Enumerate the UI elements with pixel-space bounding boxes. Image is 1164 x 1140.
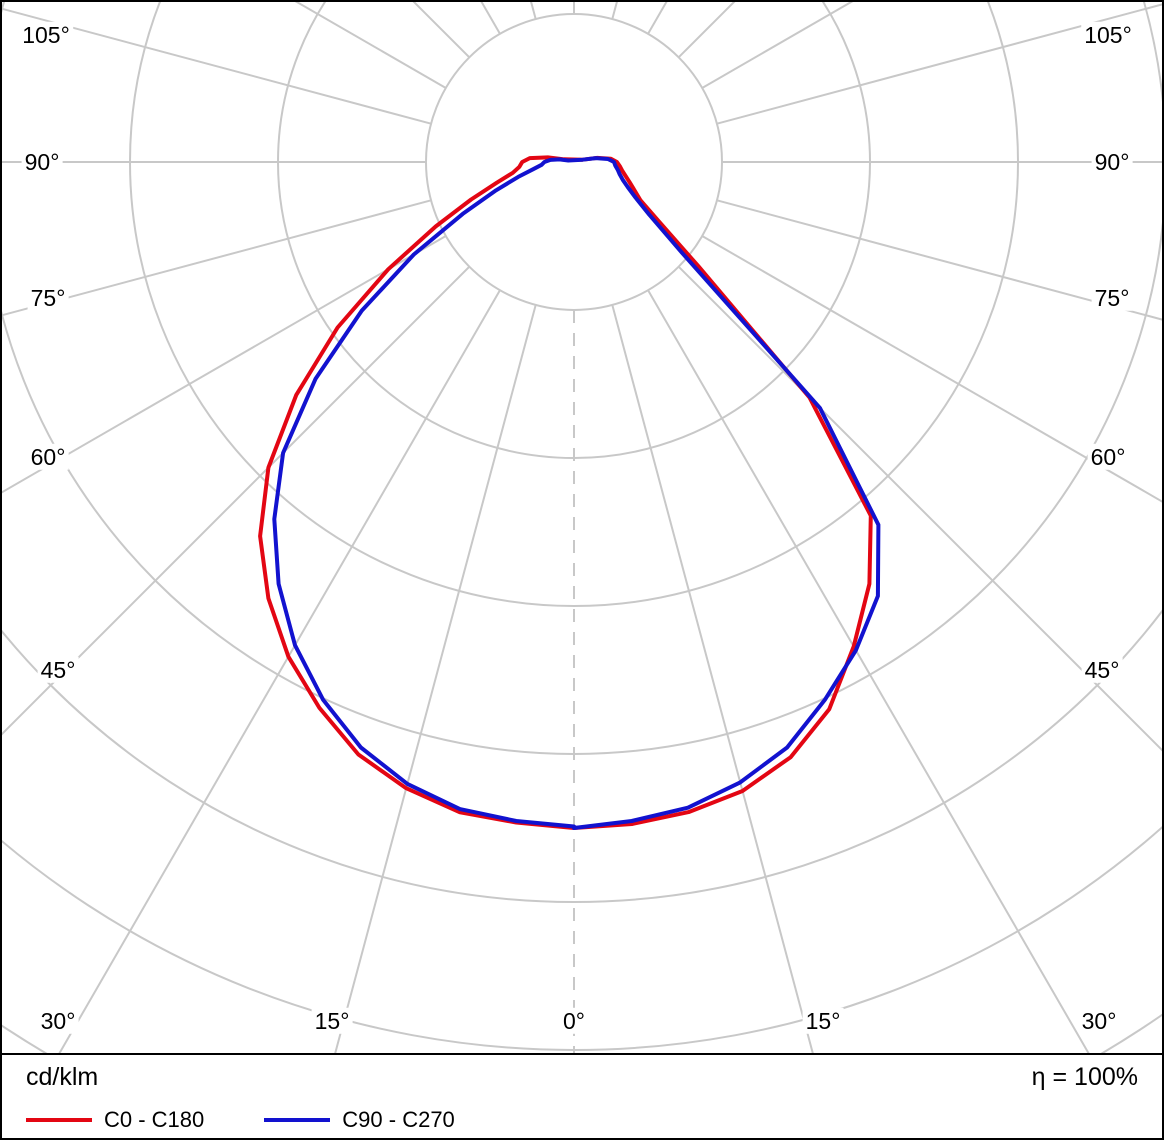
legend-bar: cd/klm η = 100% C0 - C180 C90 - C270: [2, 1053, 1162, 1138]
angle-label: 45°: [1081, 656, 1123, 684]
polar-chart-svg: [2, 2, 1162, 1053]
angle-label: 30°: [1078, 1007, 1120, 1035]
grid-radial-line: [716, 199, 1162, 321]
series-1-label: C90 - C270: [342, 1107, 455, 1132]
grid-radial-line: [2, 7, 432, 125]
grid-radial-line: [647, 289, 1090, 1053]
angle-label: 105°: [19, 21, 73, 49]
angle-label: 0°: [560, 1007, 588, 1035]
angle-label: 75°: [1091, 284, 1133, 312]
grid-ring: [2, 2, 1162, 755]
grid-radial-line: [334, 304, 537, 1053]
polar-plot-area: 105° 90° 75° 60° 45° 30° 15° 0° 15° 30° 45° 60° 75° 9…: [2, 2, 1162, 1053]
series-1-line-swatch: [264, 1118, 331, 1122]
series-0-label: C0 - C180: [104, 1107, 205, 1132]
grid-radial-line: [716, 3, 1162, 125]
angle-label: 105°: [1081, 21, 1135, 49]
series-0-line-swatch: [26, 1118, 92, 1122]
angle-label: 60°: [27, 443, 69, 471]
grid-radial-line: [611, 304, 814, 1053]
unit-label: cd/klm: [26, 1063, 99, 1091]
grid-radial-line: [58, 289, 501, 1053]
angle-label: 15°: [311, 1007, 353, 1035]
angle-label: 75°: [27, 284, 69, 312]
angle-label: 90°: [21, 148, 63, 176]
grid-ring: [2, 609, 1162, 903]
angle-label: 15°: [802, 1007, 844, 1035]
angle-label: 90°: [1091, 148, 1133, 176]
curve-c90-c270: [272, 156, 881, 830]
grid-radial-line: [2, 235, 447, 494]
efficiency-label: η = 100%: [1031, 1063, 1138, 1091]
legend-series-row: C0 - C180 C90 - C270: [26, 1107, 455, 1133]
angle-label: 45°: [37, 656, 79, 684]
grid-radial-line: [2, 199, 432, 317]
grid-radial-line: [701, 235, 1162, 503]
angle-label: 60°: [1087, 443, 1129, 471]
curve-c0-c180: [258, 155, 873, 830]
angle-label: 30°: [37, 1007, 79, 1035]
